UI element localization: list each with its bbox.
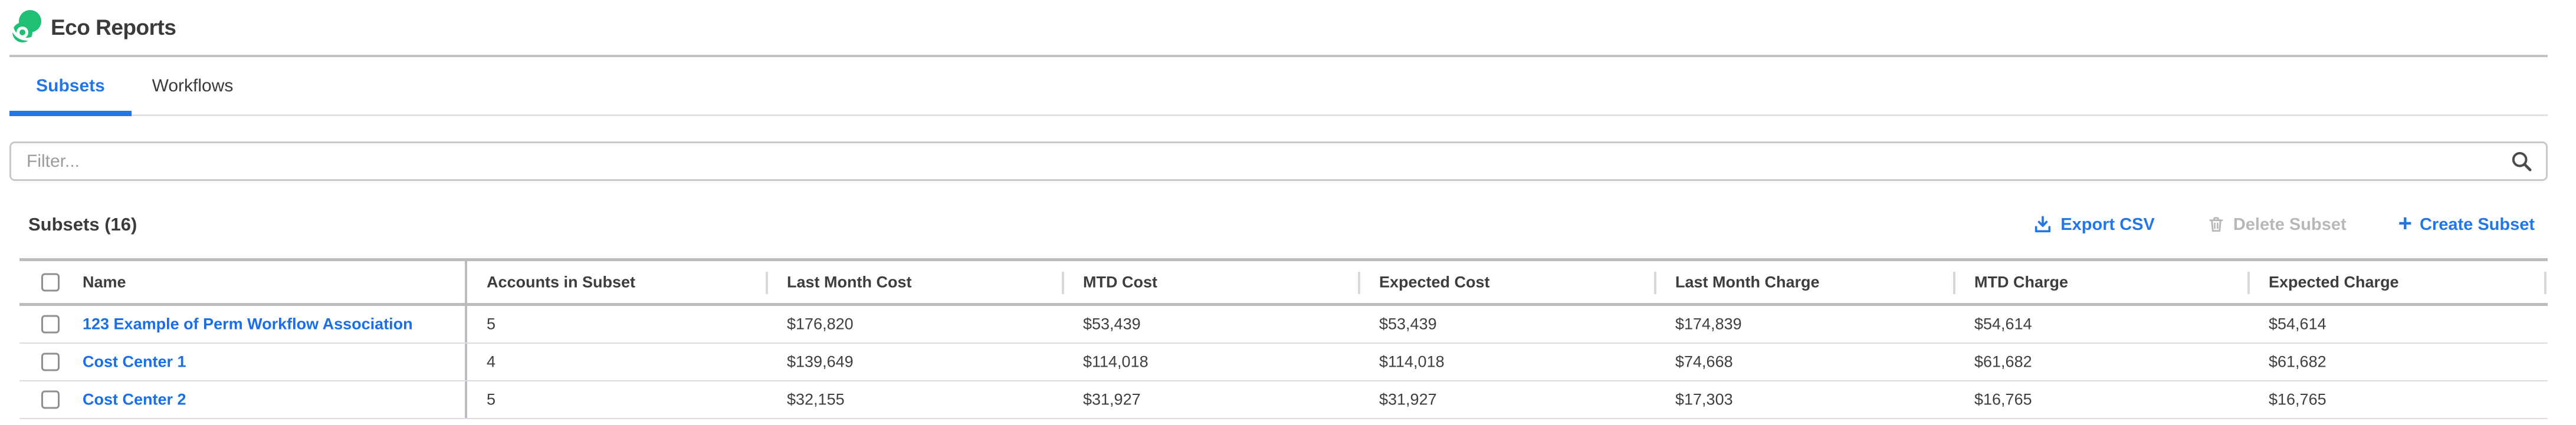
expected-charge-value: $16,765 [2269,390,2326,408]
last-month-cost-value: $139,649 [787,352,854,371]
row-checkbox[interactable] [41,352,60,371]
action-buttons: Export CSV Delete Subset + Create Subset [2033,210,2548,236]
last-month-charge-value: $174,839 [1675,315,1742,333]
expected-cost-value: $114,018 [1379,352,1445,371]
header-divider [2544,272,2547,294]
mtd-charge-value: $61,682 [1974,352,2032,371]
column-header-accounts[interactable]: Accounts in Subset [487,273,636,291]
header-divider [1953,272,1955,294]
column-header-name[interactable]: Name [83,273,126,291]
table-row: 123 Example of Perm Workflow Association… [19,306,2548,344]
column-header-expected-cost[interactable]: Expected Cost [1379,273,1490,291]
app-header: Eco Reports [9,0,2548,57]
tab-workflows-label: Workflows [152,75,234,95]
column-header-last-month-charge[interactable]: Last Month Charge [1675,273,1820,291]
tab-workflows[interactable]: Workflows [132,57,254,114]
select-all-checkbox[interactable] [41,273,60,291]
last-month-charge-value: $17,303 [1675,390,1733,408]
column-header-last-month-cost[interactable]: Last Month Cost [787,273,912,291]
row-checkbox[interactable] [41,315,60,334]
eco-logo-icon [11,9,41,42]
last-month-charge-value: $74,668 [1675,352,1733,371]
subset-name-link[interactable]: Cost Center 2 [83,390,186,408]
mtd-cost-value: $114,018 [1083,352,1148,371]
mtd-cost-value: $31,927 [1083,390,1141,408]
tab-subsets[interactable]: Subsets [9,57,132,116]
create-subset-label: Create Subset [2419,215,2535,234]
create-subset-button[interactable]: + Create Subset [2398,210,2535,236]
expected-charge-value: $54,614 [2269,315,2326,333]
row-checkbox[interactable] [41,390,60,409]
section-title: Subsets (16) [28,214,137,235]
column-header-mtd-charge[interactable]: MTD Charge [1974,273,2069,291]
header-divider [1654,272,1656,294]
subsets-table: Name Accounts in Subset Last Month Cost … [19,258,2548,419]
expected-charge-value: $61,682 [2269,352,2326,371]
header-divider [766,272,768,294]
header-divider [1062,272,1064,294]
name-column-divider [465,258,467,419]
expected-cost-value: $31,927 [1379,390,1437,408]
header-divider [1358,272,1360,294]
export-csv-button[interactable]: Export CSV [2033,215,2155,235]
accounts-in-subset-value: 4 [487,352,496,371]
page-title: Eco Reports [51,15,176,39]
mtd-cost-value: $53,439 [1083,315,1141,333]
trash-icon [2209,217,2223,232]
filter-container [9,141,2548,181]
export-csv-label: Export CSV [2060,215,2155,234]
subset-name-link[interactable]: 123 Example of Perm Workflow Association [83,315,413,333]
column-header-mtd-cost[interactable]: MTD Cost [1083,273,1157,291]
column-header-expected-charge[interactable]: Expected Charge [2269,273,2399,291]
expected-cost-value: $53,439 [1379,315,1437,333]
last-month-cost-value: $176,820 [787,315,854,333]
table-row: Cost Center 1 4 $139,649 $114,018 $114,0… [19,344,2548,381]
header-divider [2247,272,2250,294]
delete-subset-label: Delete Subset [2233,215,2347,234]
plus-icon: + [2398,210,2412,236]
mtd-charge-value: $16,765 [1974,390,2032,408]
subset-name-link[interactable]: Cost Center 1 [83,352,186,371]
table-header-row: Name Accounts in Subset Last Month Cost … [19,258,2548,306]
tab-bar: Subsets Workflows [9,57,2548,116]
last-month-cost-value: $32,155 [787,390,845,408]
filter-input[interactable] [9,141,2548,181]
mtd-charge-value: $54,614 [1974,315,2032,333]
tab-subsets-label: Subsets [36,75,105,95]
download-icon [2035,216,2051,233]
accounts-in-subset-value: 5 [487,315,496,333]
accounts-in-subset-value: 5 [487,390,496,408]
delete-subset-button[interactable]: Delete Subset [2207,215,2347,235]
table-row: Cost Center 2 5 $32,155 $31,927 $31,927 … [19,381,2548,419]
search-icon [2512,151,2532,172]
section-header: Subsets (16) Export CSV Delete Subset [9,210,2548,239]
